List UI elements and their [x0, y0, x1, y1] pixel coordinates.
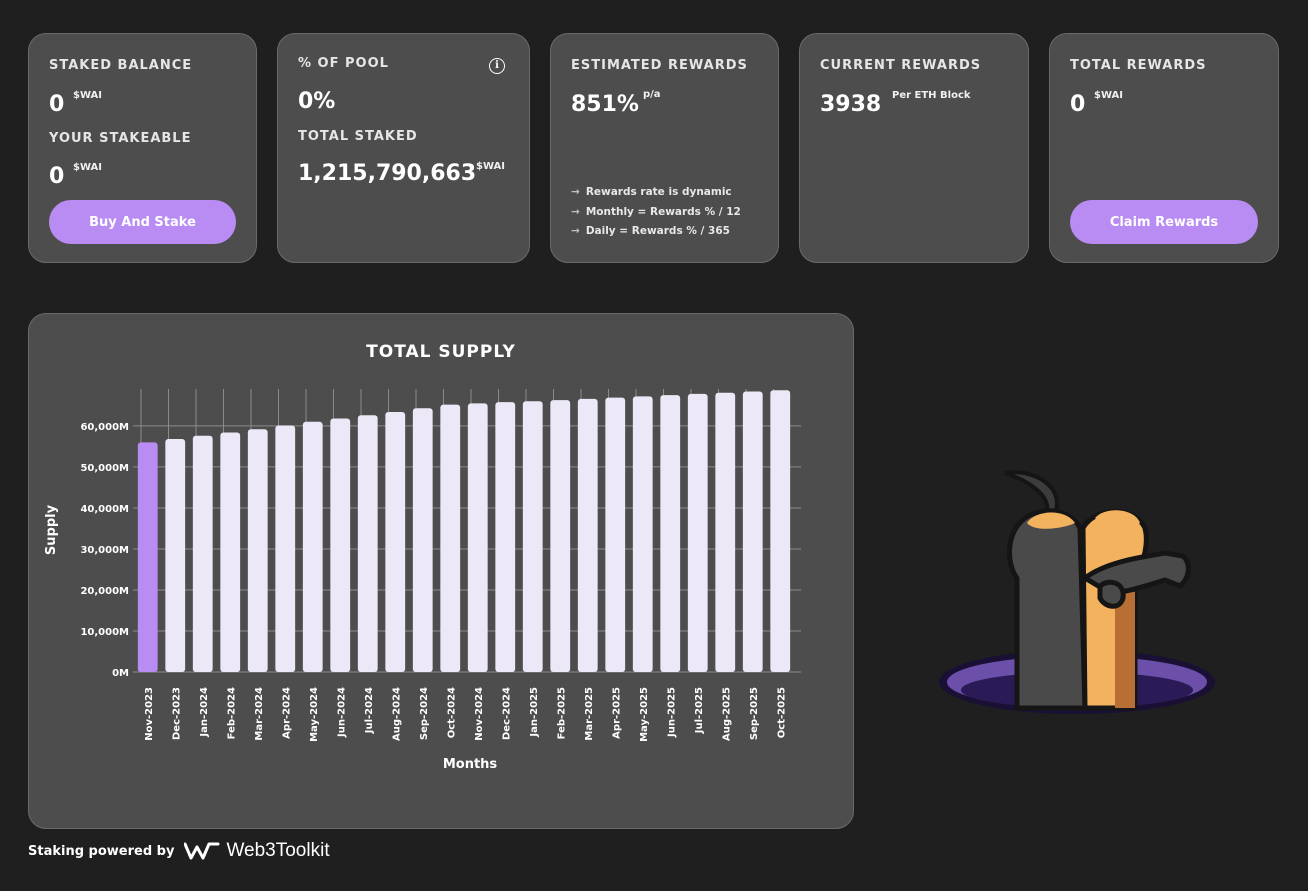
stakeable-value: 0	[49, 164, 65, 189]
x-tick-label: Aug-2024	[391, 687, 402, 741]
y-tick-label: 20,000M	[80, 586, 129, 597]
web3toolkit-logo-icon[interactable]	[184, 842, 220, 860]
bar	[137, 442, 158, 672]
bar	[165, 439, 186, 672]
y-tick-label: 60,000M	[80, 422, 129, 433]
x-tick-label: Sep-2025	[749, 687, 760, 740]
bar	[522, 401, 543, 672]
x-tick-label: Oct-2024	[446, 687, 457, 738]
estimated-rewards-card: ESTIMATED REWARDS 851% p/a → Rewards rate…	[550, 33, 779, 263]
staked-balance-unit: $WAI	[73, 90, 102, 101]
web3toolkit-brand[interactable]: Web3Toolkit	[226, 840, 330, 861]
total-staked-unit: $WAI	[476, 161, 505, 172]
y-tick-label: 30,000M	[80, 545, 129, 556]
bar	[412, 408, 433, 672]
staked-balance-value: 0	[49, 92, 65, 117]
staked-balance-label: STAKED BALANCE	[49, 58, 193, 73]
staked-balance-card: STAKED BALANCE 0 $WAI YOUR STAKEABLE 0 $…	[28, 33, 257, 263]
chart-title: TOTAL SUPPLY	[366, 342, 516, 362]
estimated-rewards-value: 851%	[571, 92, 639, 117]
bar	[385, 411, 406, 672]
x-tick-label: Nov-2024	[474, 687, 485, 741]
total-supply-chart: TOTAL SUPPLY 0M 10,000M 20,000M 30,000M 40,00…	[44, 342, 801, 772]
y-tick-label: 40,000M	[80, 504, 129, 515]
y-tick-label: 0M	[112, 668, 129, 679]
bar	[550, 400, 571, 672]
total-rewards-card: TOTAL REWARDS 0 $WAI Claim Rewards	[1049, 33, 1279, 263]
y-tick-label: 10,000M	[80, 627, 129, 638]
arrow-right-icon: →	[571, 186, 580, 198]
x-tick-label: Mar-2024	[254, 687, 265, 741]
current-rewards-label: CURRENT REWARDS	[820, 58, 982, 73]
x-tick-label: Jul-2025	[694, 687, 705, 734]
x-tick-label: Jun-2024	[336, 687, 347, 738]
x-tick-label: Mar-2025	[584, 687, 595, 741]
bar	[330, 418, 351, 672]
pool-percent-label: % OF POOL	[298, 56, 389, 71]
bar	[220, 432, 241, 672]
x-axis-label: Months	[443, 757, 498, 772]
bar	[687, 393, 708, 672]
total-rewards-label: TOTAL REWARDS	[1070, 58, 1207, 73]
estimated-rewards-label: ESTIMATED REWARDS	[571, 58, 748, 73]
x-tick-label: May-2025	[639, 687, 650, 742]
bar	[715, 392, 736, 672]
x-tick-label: May-2024	[309, 687, 320, 742]
current-rewards-card: CURRENT REWARDS 3938 Per ETH Block	[799, 33, 1029, 263]
arrow-right-icon: →	[571, 206, 580, 218]
x-tick-label: Apr-2025	[611, 687, 622, 739]
bar	[440, 404, 461, 672]
bar	[577, 398, 598, 672]
y-axis-label: Supply	[44, 504, 59, 555]
x-tick-label: Dec-2023	[171, 687, 182, 740]
bar	[275, 425, 296, 672]
info-icon[interactable]: i	[489, 58, 505, 74]
bar	[660, 395, 681, 672]
staking-powered-by-text: Staking powered by	[28, 843, 175, 859]
pool-percent-value: 0%	[298, 89, 336, 114]
bar	[247, 429, 268, 672]
stakeable-label: YOUR STAKEABLE	[49, 131, 192, 146]
bar	[495, 402, 516, 672]
current-rewards-unit: Per ETH Block	[892, 90, 971, 101]
y-tick-label: 50,000M	[80, 463, 129, 474]
pool-card: % OF POOL i 0% TOTAL STAKED 1,215,790,66…	[277, 33, 530, 263]
x-tick-label: Feb-2024	[226, 687, 237, 739]
total-supply-chart-card: TOTAL SUPPLY 0M 10,000M 20,000M 30,000M 40,00…	[28, 313, 854, 829]
x-tick-label: Nov-2023	[144, 687, 155, 741]
x-tick-label: Sep-2024	[419, 687, 430, 740]
footer: Staking powered by Web3Toolkit	[28, 838, 330, 864]
total-staked-label: TOTAL STAKED	[298, 129, 418, 144]
total-staked-value: 1,215,790,663	[298, 161, 477, 186]
bar	[742, 391, 763, 672]
bar	[605, 397, 626, 672]
bar	[770, 390, 791, 672]
buy-and-stake-button[interactable]: Buy And Stake	[49, 200, 236, 244]
current-rewards-value: 3938	[820, 92, 882, 117]
rewards-note-daily: → Daily = Rewards % / 365	[571, 225, 730, 237]
rewards-note-monthly: → Monthly = Rewards % / 12	[571, 206, 741, 218]
bar	[632, 396, 653, 672]
x-tick-label: Jan-2024	[199, 687, 210, 738]
x-tick-label: Jul-2024	[364, 687, 375, 734]
estimated-rewards-unit: p/a	[643, 89, 661, 100]
arrow-right-icon: →	[571, 225, 580, 237]
x-tick-label: Dec-2024	[501, 687, 512, 740]
x-tick-label: Feb-2025	[556, 687, 567, 739]
mascot-creature-in-hole	[939, 470, 1215, 714]
stakeable-unit: $WAI	[73, 162, 102, 173]
x-tick-label: Oct-2025	[776, 687, 787, 738]
bar	[467, 403, 488, 672]
rewards-note-dynamic: → Rewards rate is dynamic	[571, 186, 732, 198]
x-tick-label: Aug-2025	[721, 687, 732, 741]
x-tick-label: Jun-2025	[666, 687, 677, 738]
claim-rewards-button[interactable]: Claim Rewards	[1070, 200, 1258, 244]
total-rewards-value: 0	[1070, 92, 1086, 117]
x-tick-label: Jan-2025	[529, 687, 540, 738]
total-rewards-unit: $WAI	[1094, 90, 1123, 101]
bar	[357, 415, 378, 672]
x-tick-label: Apr-2024	[281, 687, 292, 739]
bar	[192, 435, 213, 672]
bar	[302, 421, 323, 672]
